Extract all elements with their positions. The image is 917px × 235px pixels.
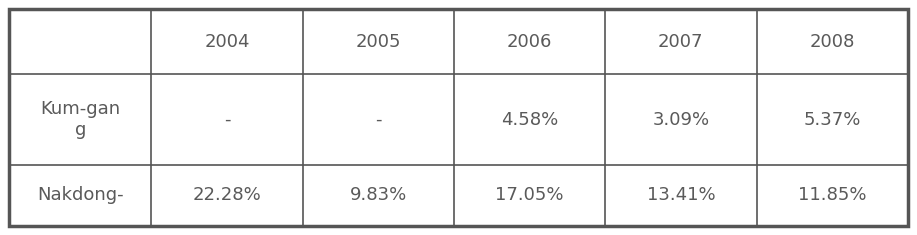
Text: 13.41%: 13.41%: [646, 186, 715, 204]
Text: 22.28%: 22.28%: [193, 186, 261, 204]
Text: Kum-gan
g: Kum-gan g: [40, 100, 120, 139]
Text: 4.58%: 4.58%: [501, 111, 558, 129]
Text: 17.05%: 17.05%: [495, 186, 564, 204]
Text: Nakdong-: Nakdong-: [37, 186, 124, 204]
Text: 2006: 2006: [507, 33, 552, 51]
Text: -: -: [224, 111, 230, 129]
Text: 2008: 2008: [810, 33, 855, 51]
Text: 9.83%: 9.83%: [349, 186, 407, 204]
Text: 2007: 2007: [658, 33, 703, 51]
Text: -: -: [375, 111, 381, 129]
Text: 2005: 2005: [356, 33, 401, 51]
Text: 3.09%: 3.09%: [652, 111, 710, 129]
Text: 2004: 2004: [204, 33, 249, 51]
Text: 11.85%: 11.85%: [798, 186, 867, 204]
Text: 5.37%: 5.37%: [803, 111, 861, 129]
